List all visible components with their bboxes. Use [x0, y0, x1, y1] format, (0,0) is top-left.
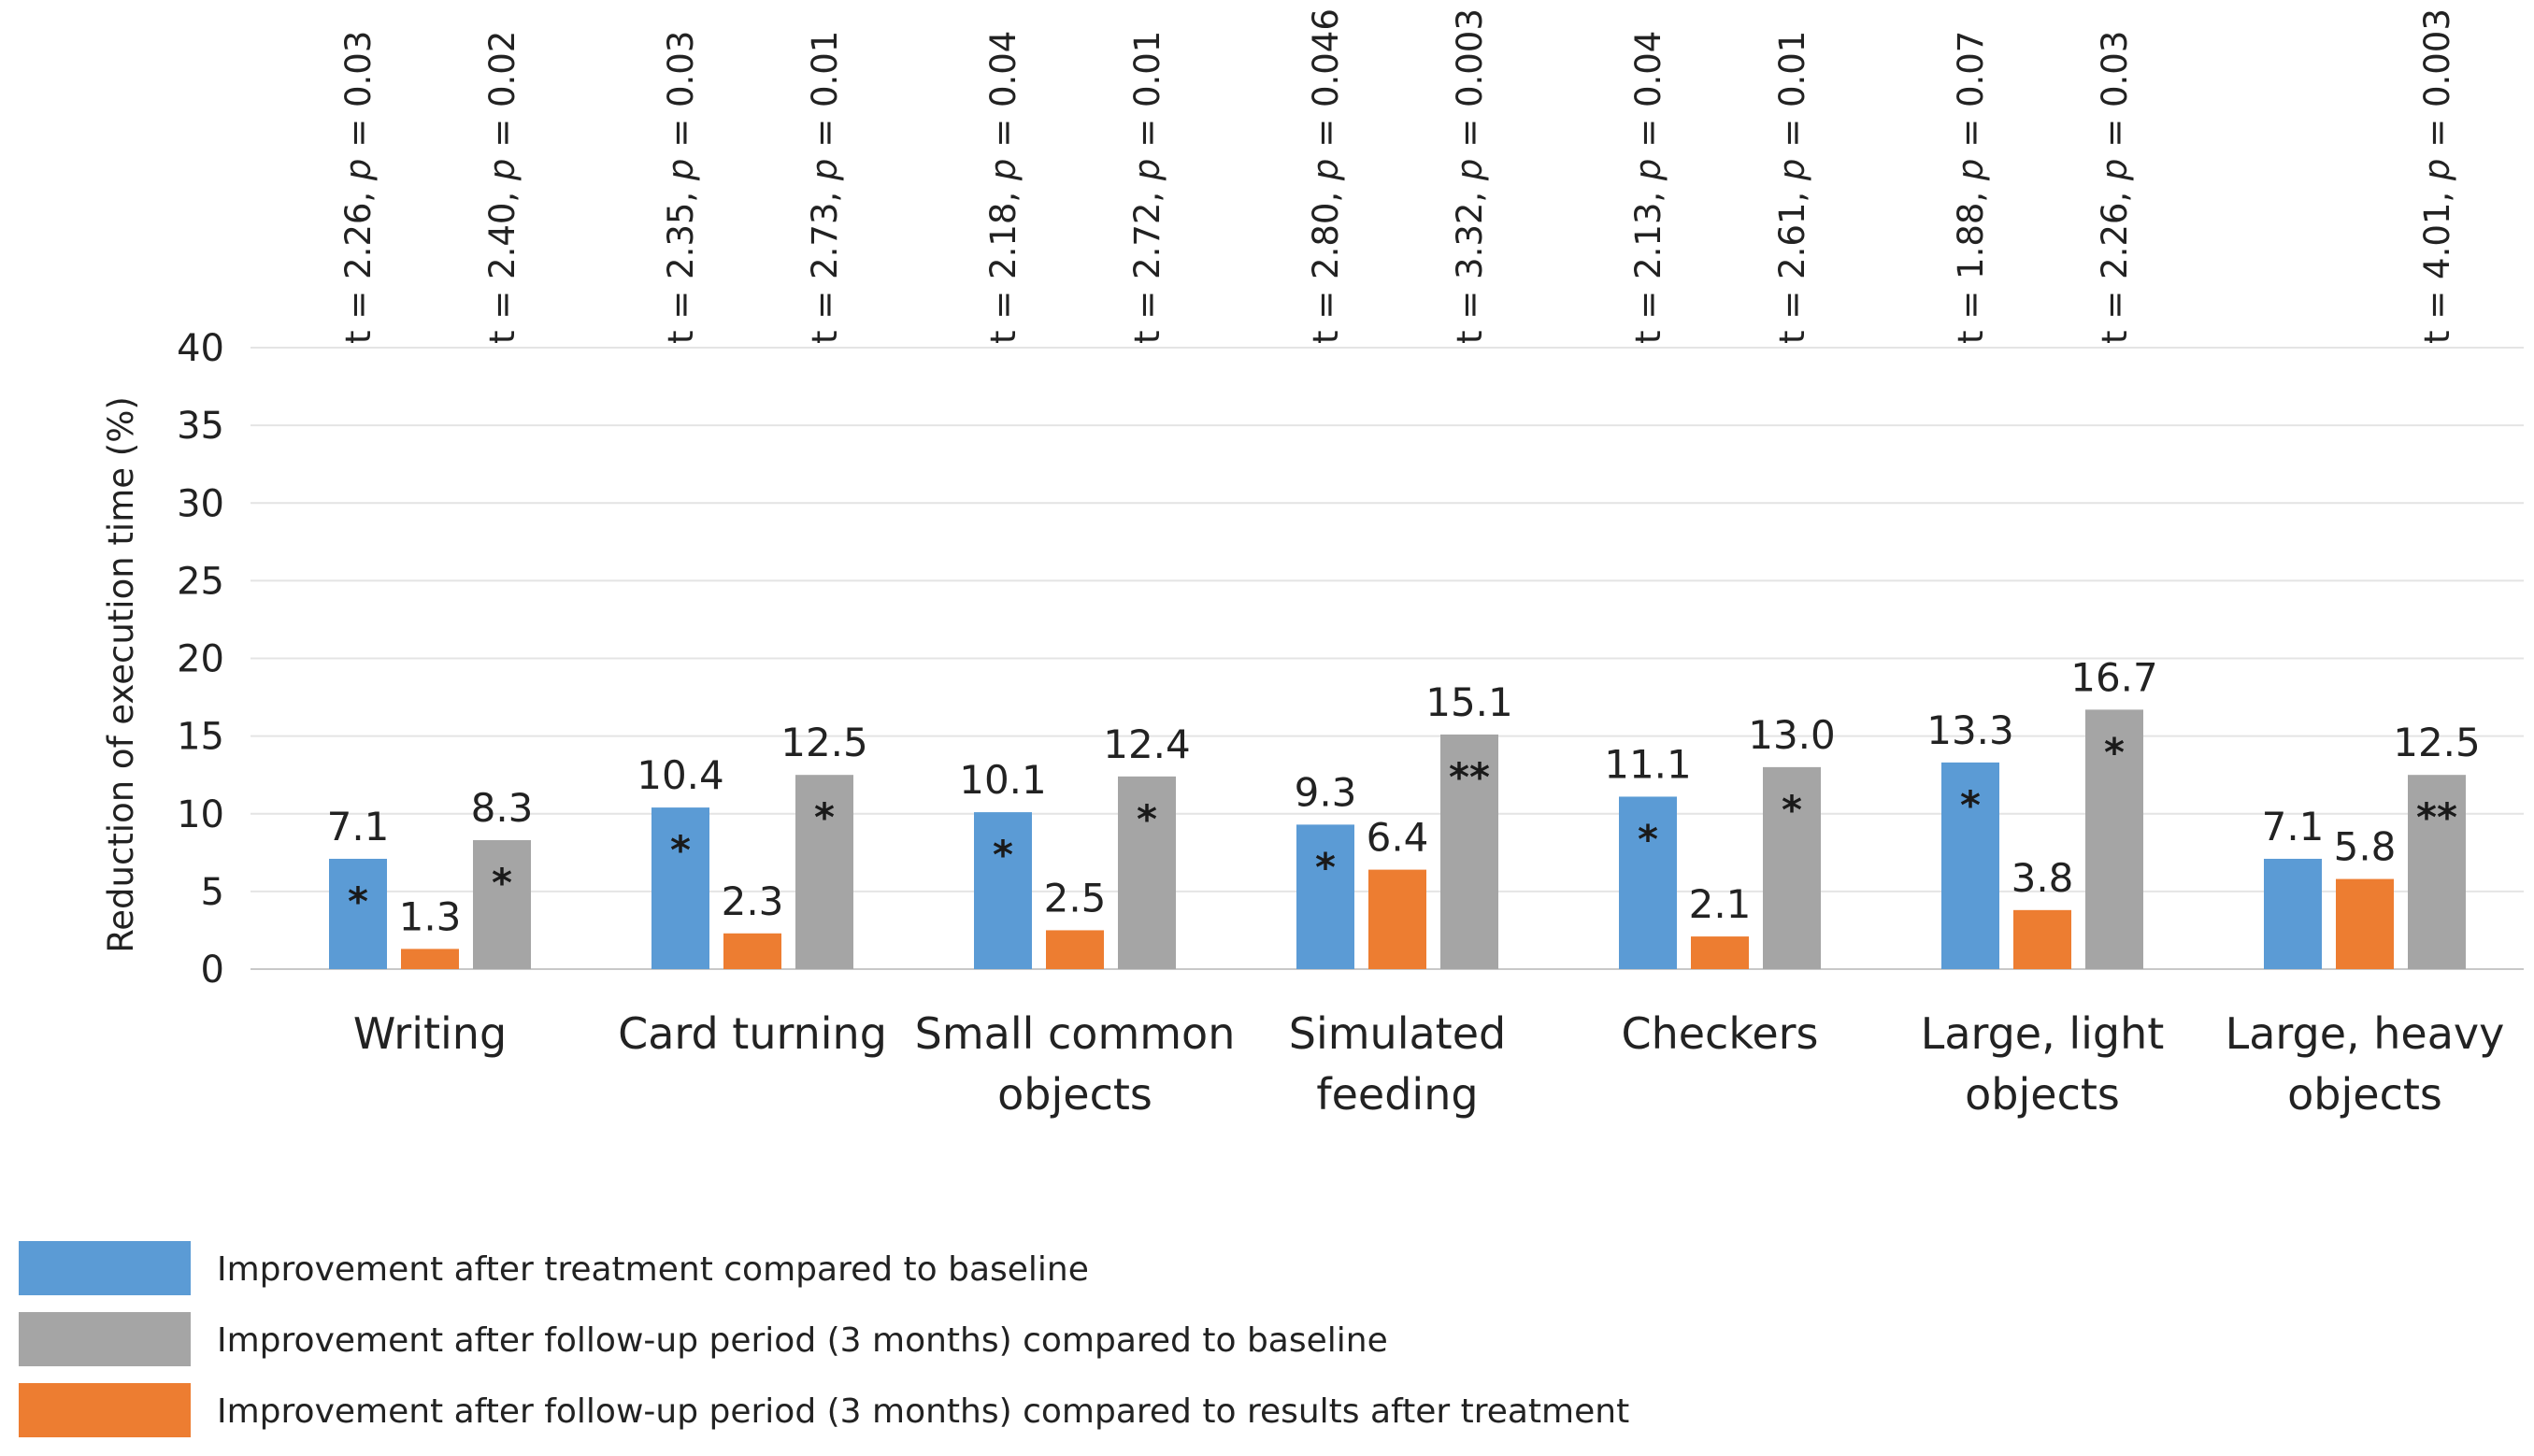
test-statistic: t = 2.80, p = 0.046	[1306, 8, 1346, 344]
data-label: 7.1	[2262, 804, 2325, 849]
category-label: Writing	[353, 1008, 507, 1059]
significance-marker: *	[492, 860, 512, 906]
gridlines	[251, 347, 2524, 970]
data-label: 13.3	[1926, 707, 2014, 753]
category-label: Checkers	[1621, 1008, 1818, 1059]
bar	[1941, 762, 1999, 969]
bar	[1368, 869, 1426, 969]
data-label: 2.1	[1689, 881, 1752, 927]
data-label: 11.1	[1604, 741, 1692, 787]
bar	[651, 807, 709, 969]
bar	[2264, 858, 2322, 969]
bar	[1619, 796, 1677, 969]
data-label: 2.3	[722, 878, 784, 924]
bar	[723, 933, 781, 969]
data-label: 13.0	[1748, 712, 1836, 758]
test-statistic: t = 2.26, p = 0.03	[338, 31, 379, 344]
significance-marker: *	[814, 794, 835, 840]
bar	[795, 775, 853, 969]
test-statistics: t = 2.26, p = 0.03 t = 2.40, p = 0.02 t = …	[338, 8, 2457, 344]
test-statistic: t = 1.88, p = 0.07	[1951, 31, 1991, 344]
bar	[2408, 775, 2466, 969]
data-label: 9.3	[1295, 769, 1357, 815]
y-tick-label: 5	[201, 871, 224, 914]
y-tick-label: 35	[177, 405, 224, 448]
data-label: 15.1	[1425, 679, 1513, 725]
test-statistic: t = 2.13, p = 0.04	[1628, 31, 1668, 344]
data-label: 1.3	[399, 893, 462, 939]
bar	[1691, 936, 1749, 969]
data-label: 10.4	[637, 752, 724, 798]
legend-label: Improvement after follow-up period (3 mo…	[217, 1392, 1629, 1431]
y-tick-label: 40	[177, 327, 224, 370]
significance-marker: *	[348, 878, 368, 924]
category-label: Card turning	[618, 1008, 887, 1059]
significance-marker: *	[993, 832, 1013, 878]
data-label: 12.4	[1103, 721, 1191, 767]
significance-marker: **	[1449, 754, 1490, 800]
bar	[2013, 909, 2071, 969]
bar	[2085, 709, 2143, 969]
y-axis-label: Reduction of execution time (%)	[101, 396, 141, 953]
y-tick-label: 0	[201, 949, 224, 992]
category-label: Simulated feeding	[1289, 1008, 1506, 1120]
test-statistic: t = 2.35, p = 0.03	[661, 31, 701, 344]
category-label: Large, light objects	[1921, 1008, 2165, 1120]
bar	[473, 840, 531, 969]
data-label: 12.5	[2393, 720, 2481, 765]
y-tick-label: 25	[177, 560, 224, 603]
bars	[329, 709, 2466, 969]
significance-marker: *	[1137, 796, 1157, 842]
data-label: 3.8	[2011, 855, 2074, 901]
test-statistic: t = 4.01, p = 0.003	[2417, 8, 2457, 344]
y-axis-ticks: 0 5 10 15 20 25 30 35 40	[177, 327, 224, 992]
test-statistic: t = 2.73, p = 0.01	[805, 31, 845, 344]
data-label: 2.5	[1044, 875, 1107, 921]
y-tick-label: 30	[177, 482, 224, 525]
category-label: Large, heavy objects	[2226, 1008, 2505, 1120]
bar	[1118, 776, 1176, 969]
test-statistic: t = 2.61, p = 0.01	[1772, 31, 1812, 344]
y-tick-label: 20	[177, 638, 224, 681]
data-label: 5.8	[2334, 824, 2397, 870]
test-statistic: t = 2.40, p = 0.02	[482, 31, 523, 344]
significance-marker: *	[2104, 729, 2125, 775]
significance-marker: *	[670, 827, 691, 873]
test-statistic: t = 3.32, p = 0.003	[1450, 8, 1490, 344]
bar	[1763, 766, 1821, 969]
significance-marker: *	[1782, 787, 1802, 833]
data-label: 7.1	[327, 804, 390, 849]
legend-swatch	[19, 1383, 191, 1437]
bar	[401, 949, 459, 969]
data-labels: 7.1 * 1.3 8.3 * 10.4 * 2.3 12.5 * 10.1 * 2.5 12.4 * 9.3…	[327, 654, 2481, 939]
bar	[1296, 824, 1354, 969]
bar	[1440, 734, 1498, 969]
legend: Improvement after treatment compared to …	[19, 1241, 1629, 1437]
test-statistic: t = 2.26, p = 0.03	[2095, 31, 2135, 344]
legend-label: Improvement after follow-up period (3 mo…	[217, 1321, 1388, 1360]
legend-swatch	[19, 1241, 191, 1295]
test-statistic: t = 2.18, p = 0.04	[983, 31, 1024, 344]
bar	[329, 858, 387, 969]
y-tick-label: 15	[177, 716, 224, 759]
y-tick-label: 10	[177, 793, 224, 836]
legend-label: Improvement after treatment compared to …	[217, 1250, 1089, 1289]
data-label: 10.1	[959, 757, 1047, 803]
bar	[974, 812, 1032, 969]
bar	[2336, 878, 2394, 969]
significance-marker: *	[1960, 782, 1981, 828]
data-label: 6.4	[1367, 815, 1429, 861]
significance-marker: *	[1638, 816, 1658, 862]
significance-marker: *	[1315, 844, 1336, 890]
data-label: 16.7	[2070, 654, 2158, 700]
data-label: 8.3	[471, 785, 534, 831]
significance-marker: **	[2416, 794, 2457, 840]
bar	[1046, 930, 1104, 969]
legend-swatch	[19, 1312, 191, 1366]
category-label: Small common objects	[915, 1008, 1236, 1120]
test-statistic: t = 2.72, p = 0.01	[1127, 31, 1167, 344]
x-axis-categories: Writing Card turning Small common objects Si…	[353, 1008, 2505, 1120]
data-label: 12.5	[780, 720, 868, 765]
